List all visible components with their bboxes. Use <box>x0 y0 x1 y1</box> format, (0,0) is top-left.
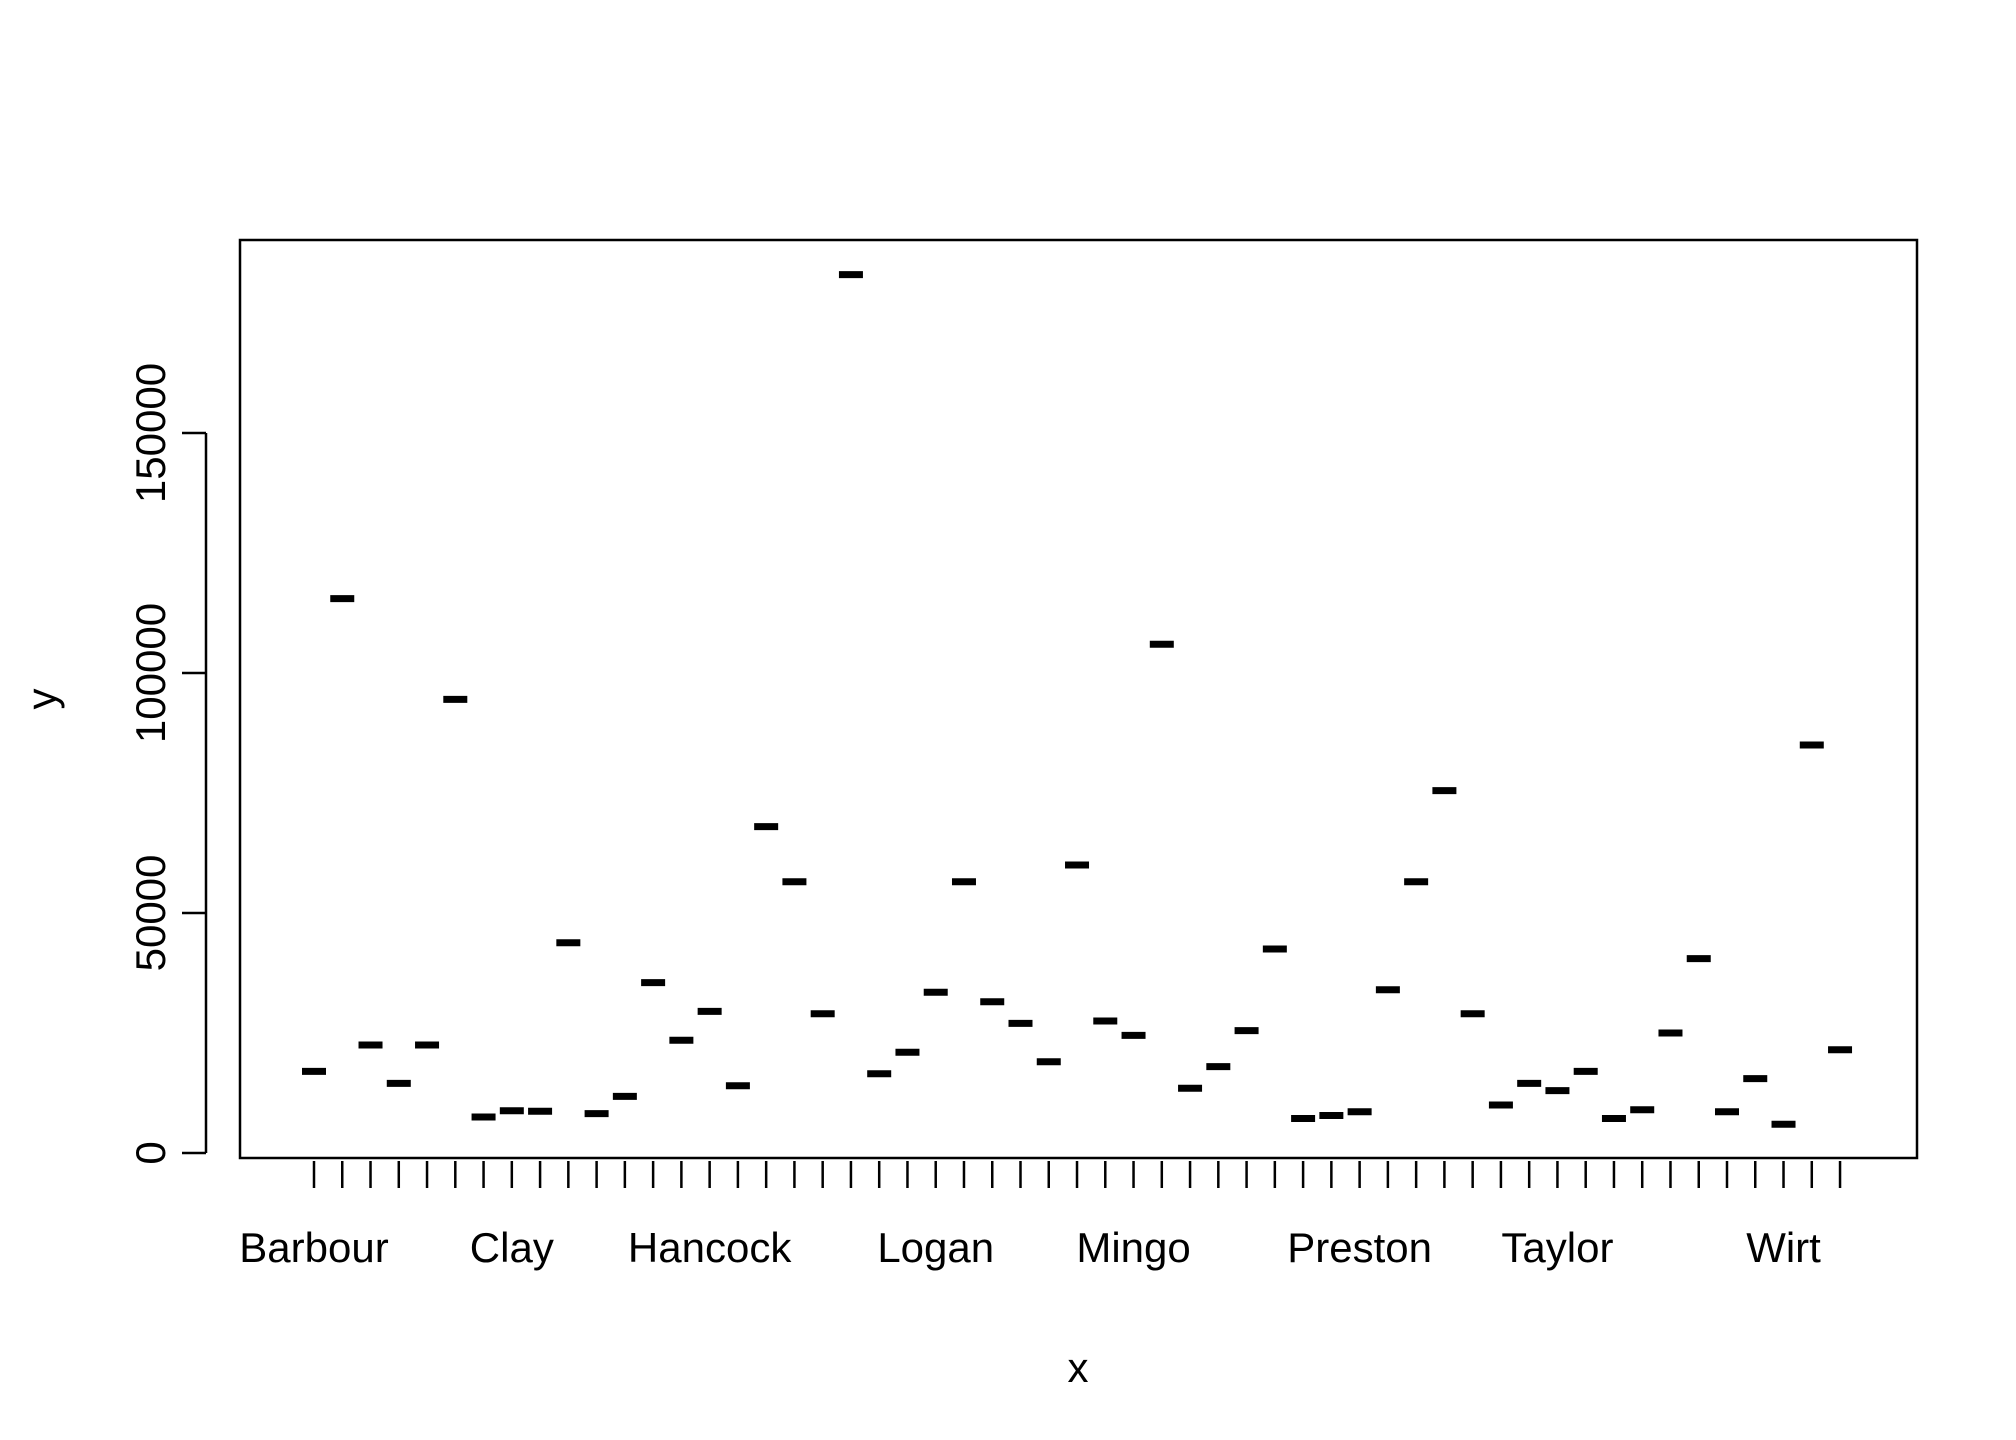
y-axis: 0 50000 100000 150000 <box>127 363 208 1165</box>
x-tick-label: Hancock <box>628 1224 792 1271</box>
x-tick-label: Mingo <box>1076 1224 1190 1271</box>
x-tick-label: Barbour <box>239 1224 388 1271</box>
x-tick-label: Logan <box>877 1224 994 1271</box>
y-tick-label: 100000 <box>127 603 174 743</box>
y-tick-label: 50000 <box>127 855 174 972</box>
x-tick-label: Clay <box>470 1224 554 1271</box>
y-tick-label: 0 <box>127 1141 174 1164</box>
plot-frame <box>238 238 1919 1160</box>
y-tick-label: 150000 <box>127 363 174 503</box>
x-axis-title: x <box>1068 1344 1089 1391</box>
y-axis-title: y <box>18 689 65 710</box>
x-tick-label: Taylor <box>1501 1224 1613 1271</box>
x-axis: Barbour Clay Hancock Logan Mingo Preston Taylo… <box>239 1161 1842 1271</box>
x-tick-label: Preston <box>1287 1224 1432 1271</box>
data-marks <box>302 271 1853 1128</box>
x-tick-label: Wirt <box>1746 1224 1821 1271</box>
